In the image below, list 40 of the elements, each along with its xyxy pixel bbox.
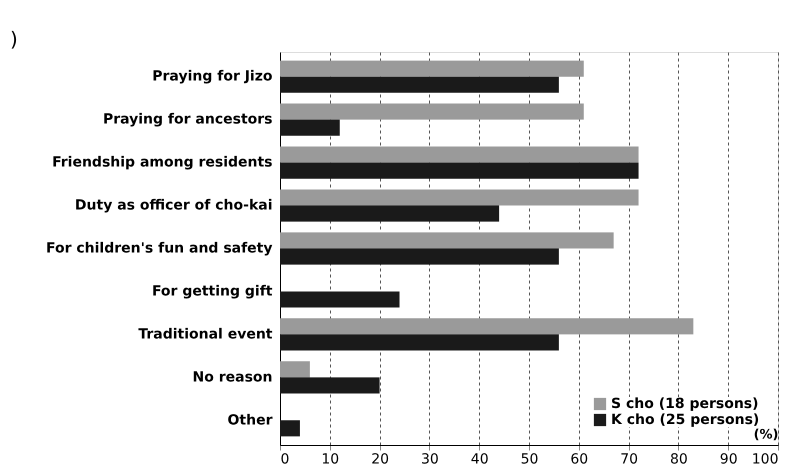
bar: [280, 248, 559, 265]
y-tick-label: For children's fun and safety: [46, 240, 272, 256]
x-tick-label: 90: [720, 452, 738, 468]
x-tick-label: 0: [280, 452, 290, 468]
bar: [280, 361, 310, 378]
y-tick-label: Friendship among residents: [52, 154, 272, 171]
bar: [280, 334, 559, 351]
x-tick-label: 30: [420, 452, 439, 468]
bar: [280, 189, 639, 206]
bar: [280, 377, 380, 394]
y-tick-label: Other: [228, 412, 273, 428]
text: ): [10, 27, 18, 51]
x-tick-label: 40: [470, 452, 489, 468]
y-tick-label: Praying for ancestors: [102, 112, 272, 128]
x-tick-label: 50: [520, 452, 538, 468]
y-tick-label: Duty as officer of cho-kai: [74, 198, 272, 214]
x-tick-label: 20: [371, 452, 390, 468]
x-tick-label: 70: [620, 452, 638, 468]
bar: [280, 76, 559, 93]
bar: [280, 60, 584, 77]
bar: [280, 162, 639, 179]
legend-label: S cho (18 persons): [611, 396, 759, 412]
bar: [280, 146, 639, 163]
bar: [280, 318, 694, 334]
bar: [280, 206, 500, 222]
bar: [280, 420, 300, 436]
x-axis-title: (%): [754, 428, 778, 442]
bar: [280, 232, 614, 248]
y-tick-label: Traditional event: [138, 326, 273, 342]
y-tick-label: Praying for Jizo: [152, 68, 273, 85]
bar: [280, 104, 584, 120]
x-tick-label: 10: [321, 452, 340, 468]
x-tick-label: 80: [670, 452, 688, 468]
x-tick-label: 60: [570, 452, 588, 468]
bar: [280, 120, 340, 136]
x-tick-label: 100: [752, 452, 778, 468]
y-tick-label: For getting gift: [152, 283, 273, 300]
legend-label: K cho (25 persons): [611, 412, 760, 428]
y-tick-label: No reason: [192, 369, 272, 386]
bar: [280, 291, 400, 308]
